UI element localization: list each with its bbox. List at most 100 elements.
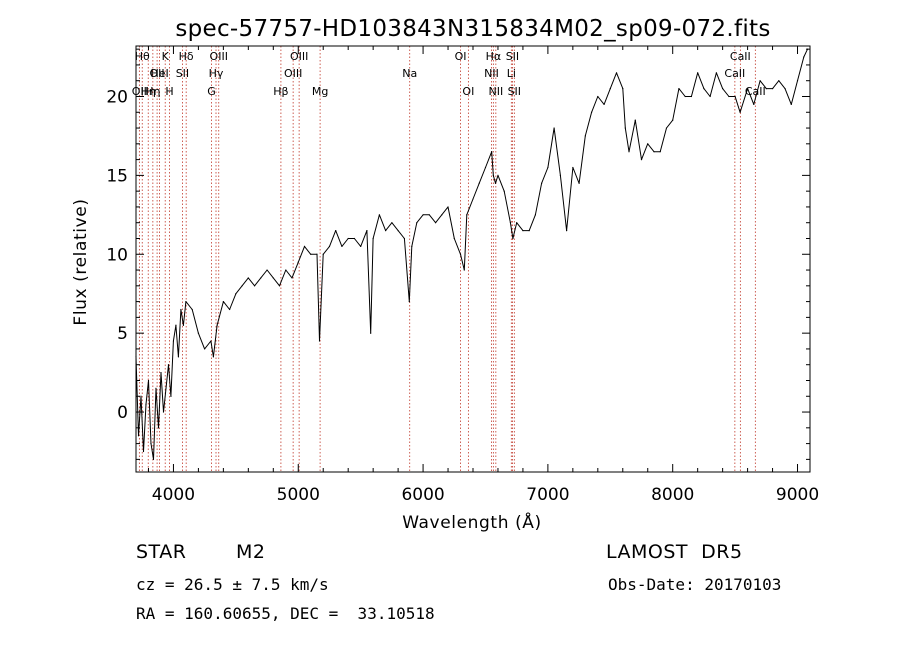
flux-data-point xyxy=(753,103,755,105)
flux-data-point xyxy=(803,56,805,58)
flux-data-point xyxy=(634,119,636,121)
flux-data-point xyxy=(703,88,705,90)
flux-data-point xyxy=(347,237,349,240)
flux-data-point xyxy=(494,182,497,184)
flux-data-point xyxy=(665,127,668,129)
flux-data-point xyxy=(491,151,493,153)
radial-velocity: cz = 26.5 ± 7.5 km/s xyxy=(136,575,329,594)
spectral-line-label: Hα xyxy=(486,50,502,63)
spectral-line-label: CaII xyxy=(724,67,745,80)
flux-data-point xyxy=(253,285,256,287)
flux-data-point xyxy=(541,182,543,184)
flux-data-point xyxy=(672,119,674,121)
flux-data-point xyxy=(370,332,372,334)
flux-data-point xyxy=(229,308,231,311)
spectral-line-label: Hθ xyxy=(135,50,150,63)
flux-data-point xyxy=(328,245,331,247)
flux-data-point xyxy=(310,253,312,255)
flux-data-point xyxy=(165,387,167,389)
flux-data-point xyxy=(241,285,243,287)
flux-data-point xyxy=(715,72,717,74)
spectral-line-label: OI xyxy=(455,50,467,63)
flux-data-point xyxy=(152,458,155,460)
flux-data-point xyxy=(318,340,321,342)
spectral-line-label: G xyxy=(207,85,216,98)
flux-data-point xyxy=(497,174,499,176)
y-axis-label: Flux (relative) xyxy=(71,198,91,325)
flux-data-point xyxy=(391,222,393,224)
flux-data-point xyxy=(204,348,206,350)
observation-date: Obs-Date: 20170103 xyxy=(608,575,782,594)
flux-data-point xyxy=(566,230,568,232)
flux-data-point xyxy=(466,214,468,216)
flux-data-point xyxy=(428,214,430,216)
spectral-line-label: Hδ xyxy=(179,50,194,63)
flux-data-point xyxy=(285,269,287,271)
flux-data-point xyxy=(142,450,145,453)
flux-data-point xyxy=(628,151,630,153)
flux-data-point xyxy=(147,379,150,382)
flux-data-point xyxy=(322,253,324,255)
object-subclass: M2 xyxy=(236,541,266,563)
flux-data-point xyxy=(516,222,518,224)
flux-data-point xyxy=(247,277,249,279)
flux-data-point xyxy=(584,135,586,137)
flux-data-point xyxy=(175,324,177,326)
flux-data-point xyxy=(137,435,140,437)
spectral-line-label: K xyxy=(162,50,170,63)
flux-data-point xyxy=(615,72,618,74)
flux-data-point xyxy=(210,340,212,342)
flux-data-point xyxy=(385,230,387,232)
flux-data-point xyxy=(216,324,218,326)
flux-data-point xyxy=(167,364,170,366)
x-axis-ticks: 4000 5000 6000 7000 8000 9000 xyxy=(147,46,819,505)
flux-series-line xyxy=(135,48,808,460)
spectral-line-label: OIII xyxy=(290,50,308,63)
flux-data-point xyxy=(590,111,593,113)
flux-data-point xyxy=(534,214,537,216)
flux-data-point xyxy=(659,151,661,153)
x-tick-label: 8000 xyxy=(651,485,694,505)
spectral-line-label: NII xyxy=(484,67,499,80)
spectral-line-labels: OIIHθHηHηOIIHeIKHSIIHδGHγOIIIHβOIIIOIIIM… xyxy=(132,50,766,98)
flux-data-point xyxy=(378,214,380,216)
spectral-line-label: CaII xyxy=(745,85,766,98)
y-axis-ticks: 0 5 10 15 20 xyxy=(106,48,810,460)
survey-name: LAMOST DR5 xyxy=(606,541,743,563)
flux-data-point xyxy=(459,253,462,255)
flux-data-point xyxy=(172,340,175,342)
flux-data-point xyxy=(734,95,736,98)
flux-data-point xyxy=(522,230,524,232)
flux-data-point xyxy=(185,301,187,303)
y-tick-label: 20 xyxy=(106,87,128,107)
spectral-line-label: NII xyxy=(488,85,503,98)
flux-data-point xyxy=(553,127,555,129)
spectral-line-label: Hβ xyxy=(273,85,288,98)
flux-data-point xyxy=(647,143,649,145)
flux-data-point xyxy=(191,308,193,311)
flux-data-point xyxy=(778,80,780,82)
flux-data-point xyxy=(162,411,165,413)
spectral-line-label: H xyxy=(165,85,173,98)
flux-data-point xyxy=(453,237,455,240)
x-tick-label: 9000 xyxy=(776,485,819,505)
flux-data-point xyxy=(341,245,343,247)
flux-data-point xyxy=(145,403,147,405)
flux-data-point xyxy=(697,72,699,74)
flux-data-point xyxy=(796,80,799,82)
y-tick-label: 5 xyxy=(117,324,128,344)
flux-data-point xyxy=(434,222,437,224)
flux-data-point xyxy=(353,237,356,240)
y-tick-label: 15 xyxy=(106,166,128,186)
flux-data-point xyxy=(177,356,180,358)
flux-data-point xyxy=(303,245,306,247)
flux-data-point xyxy=(222,301,224,303)
spectral-line-label: OIII xyxy=(284,67,302,80)
flux-data-point xyxy=(746,88,749,90)
flux-data-point xyxy=(492,174,494,176)
spectral-line-label: OI xyxy=(462,85,474,98)
flux-data-point xyxy=(297,261,299,263)
flux-data-point xyxy=(512,237,514,240)
flux-data-point xyxy=(235,293,237,295)
